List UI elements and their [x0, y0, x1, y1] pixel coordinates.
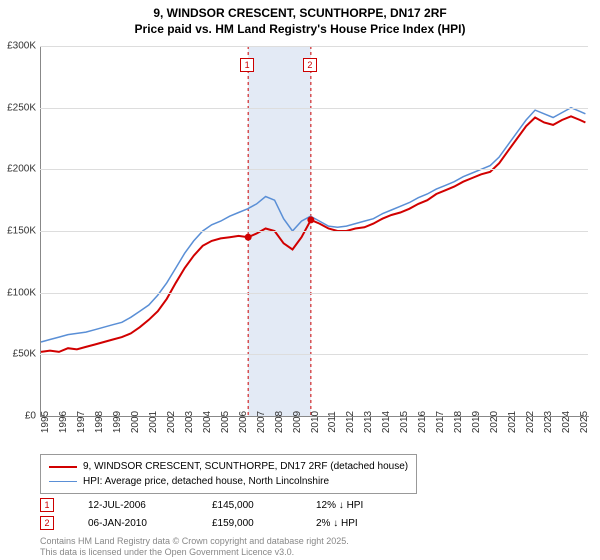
x-axis-tick-label: 2019 [471, 411, 482, 433]
x-axis-tick-label: 1996 [58, 411, 69, 433]
sale-event-row: 1 12-JUL-2006 £145,000 12% ↓ HPI [40, 498, 406, 512]
y-axis-tick-label: £200K [7, 164, 36, 175]
footer-attribution: Contains HM Land Registry data © Crown c… [40, 536, 349, 558]
gridline-horizontal [40, 354, 588, 355]
y-axis-tick-label: £300K [7, 41, 36, 52]
x-axis-tick-label: 1995 [40, 411, 51, 433]
sale-event-row: 2 06-JAN-2010 £159,000 2% ↓ HPI [40, 516, 406, 530]
title-line-2: Price paid vs. HM Land Registry's House … [0, 22, 600, 38]
footer-line-2: This data is licensed under the Open Gov… [40, 547, 349, 558]
x-axis-tick-label: 2021 [507, 411, 518, 433]
x-axis-tick-label: 2023 [543, 411, 554, 433]
x-axis-tick-label: 2024 [561, 411, 572, 433]
sale-marker-number: 1 [240, 58, 254, 72]
y-axis-tick-label: £100K [7, 287, 36, 298]
x-axis-tick-label: 2004 [202, 411, 213, 433]
gridline-horizontal [40, 169, 588, 170]
sale-event-number: 2 [40, 516, 54, 530]
sale-point-dot [307, 216, 314, 223]
x-axis-tick-label: 2009 [292, 411, 303, 433]
x-axis-tick-label: 2022 [525, 411, 536, 433]
x-axis-tick-label: 1997 [76, 411, 87, 433]
sale-event-date: 12-JUL-2006 [88, 500, 178, 511]
x-axis-tick-label: 2014 [381, 411, 392, 433]
x-axis-tick-label: 1998 [94, 411, 105, 433]
sale-event-date: 06-JAN-2010 [88, 518, 178, 529]
gridline-horizontal [40, 46, 588, 47]
x-axis-tick-label: 2020 [489, 411, 500, 433]
y-axis-tick-label: £0 [25, 411, 36, 422]
x-axis-tick-label: 2011 [327, 411, 338, 433]
sale-event-price: £145,000 [212, 500, 282, 511]
x-axis-tick-label: 2003 [184, 411, 195, 433]
gridline-horizontal [40, 231, 588, 232]
sale-event-number: 1 [40, 498, 54, 512]
legend-item: 9, WINDSOR CRESCENT, SCUNTHORPE, DN17 2R… [49, 459, 408, 474]
sale-event-delta: 2% ↓ HPI [316, 518, 406, 529]
x-axis-tick-label: 2005 [220, 411, 231, 433]
title-line-1: 9, WINDSOR CRESCENT, SCUNTHORPE, DN17 2R… [0, 6, 600, 22]
legend-swatch [49, 481, 77, 482]
x-axis-tick-label: 2000 [130, 411, 141, 433]
x-axis-tick-label: 2025 [579, 411, 590, 433]
chart-title-block: 9, WINDSOR CRESCENT, SCUNTHORPE, DN17 2R… [0, 0, 600, 37]
x-axis-tick-label: 2018 [453, 411, 464, 433]
sale-event-price: £159,000 [212, 518, 282, 529]
y-axis-tick-label: £150K [7, 226, 36, 237]
x-axis-tick-label: 2008 [274, 411, 285, 433]
y-axis-tick-label: £50K [13, 349, 36, 360]
legend-swatch [49, 466, 77, 468]
footer-line-1: Contains HM Land Registry data © Crown c… [40, 536, 349, 547]
series-line-hpi [41, 108, 585, 342]
sale-event-delta: 12% ↓ HPI [316, 500, 406, 511]
sale-marker-number: 2 [303, 58, 317, 72]
sale-point-dot [245, 234, 252, 241]
x-axis-tick-label: 2013 [363, 411, 374, 433]
sale-events-table: 1 12-JUL-2006 £145,000 12% ↓ HPI 2 06-JAN-201… [40, 498, 406, 534]
x-axis-tick-label: 2012 [345, 411, 356, 433]
legend-label: 9, WINDSOR CRESCENT, SCUNTHORPE, DN17 2R… [83, 459, 408, 474]
x-axis-tick-label: 2001 [148, 411, 159, 433]
legend-label: HPI: Average price, detached house, Nort… [83, 474, 329, 489]
x-axis-tick-label: 2015 [399, 411, 410, 433]
x-axis-tick-label: 2007 [256, 411, 267, 433]
legend-box: 9, WINDSOR CRESCENT, SCUNTHORPE, DN17 2R… [40, 454, 417, 494]
x-axis-tick-label: 2006 [238, 411, 249, 433]
x-axis-tick-label: 2016 [417, 411, 428, 433]
gridline-horizontal [40, 293, 588, 294]
x-axis-tick-label: 2002 [166, 411, 177, 433]
gridline-horizontal [40, 108, 588, 109]
x-axis-tick-label: 2010 [310, 411, 321, 433]
x-axis-tick-label: 2017 [435, 411, 446, 433]
legend-item: HPI: Average price, detached house, Nort… [49, 474, 408, 489]
x-axis-tick-label: 1999 [112, 411, 123, 433]
y-axis-tick-label: £250K [7, 102, 36, 113]
